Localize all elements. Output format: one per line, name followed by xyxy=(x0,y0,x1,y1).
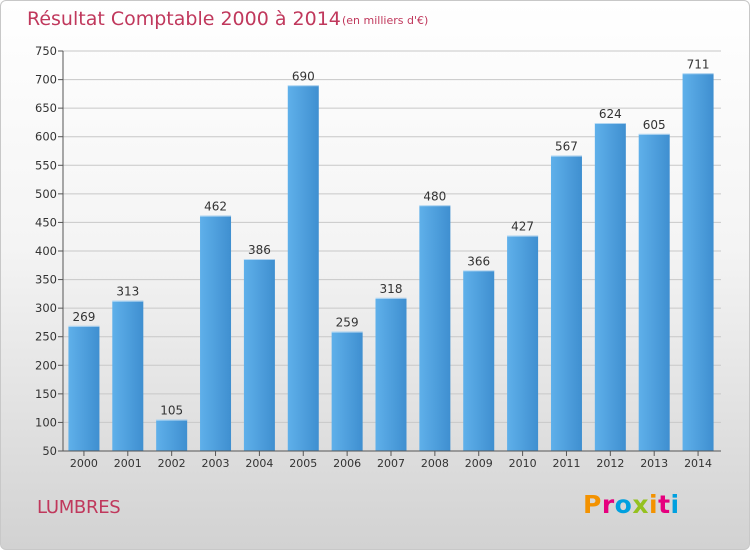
data-label: 605 xyxy=(643,118,666,132)
y-tick-label: 200 xyxy=(35,358,57,372)
y-axis: 50 100 150 200 250 300 350 400 450 500 550 600 650 70… xyxy=(35,44,64,458)
bar xyxy=(200,215,232,451)
y-tick-label: 700 xyxy=(35,73,57,87)
bar xyxy=(594,123,626,451)
x-tick-label: 2001 xyxy=(114,457,142,470)
bar xyxy=(287,85,319,452)
x-tick-label: 2000 xyxy=(70,457,98,470)
data-label: 313 xyxy=(116,285,139,299)
y-tick-label: 500 xyxy=(35,187,57,201)
x-axis: 2000 2001 2002 2003 2004 2005 2006 2007 2008 2009… xyxy=(63,450,721,470)
data-label: 259 xyxy=(336,316,359,330)
y-tick-label: 250 xyxy=(35,330,57,344)
data-label: 105 xyxy=(160,404,183,418)
y-tick-label: 550 xyxy=(35,158,57,172)
x-tick-label: 2008 xyxy=(421,457,449,470)
x-tick-label: 2005 xyxy=(289,457,317,470)
bar xyxy=(375,297,407,451)
chart-title: Résultat Comptable 2000 à 2014 xyxy=(27,8,341,30)
data-labels: 269 313 105 462 386 690 259 318 480 366 427 567 624 6… xyxy=(72,57,709,417)
bars xyxy=(68,73,714,452)
logo-letter: P xyxy=(583,490,602,519)
data-label: 462 xyxy=(204,200,227,214)
x-tick-label: 2002 xyxy=(158,457,186,470)
data-label: 269 xyxy=(72,310,95,324)
data-label: 567 xyxy=(555,140,578,154)
data-label: 318 xyxy=(380,282,403,296)
y-tick-label: 300 xyxy=(35,301,57,315)
bar xyxy=(156,419,188,451)
y-tick-label: 50 xyxy=(42,444,57,458)
x-tick-label: 2010 xyxy=(509,457,537,470)
x-tick-label: 2013 xyxy=(640,457,668,470)
bar xyxy=(507,235,539,451)
logo-letter: i xyxy=(649,490,659,519)
bar xyxy=(112,300,144,451)
y-tick-label: 750 xyxy=(35,44,57,58)
y-tick-label: 100 xyxy=(35,415,57,429)
bar xyxy=(682,73,714,452)
x-tick-label: 2014 xyxy=(684,457,712,470)
logo-letter: r xyxy=(601,490,615,519)
data-label: 690 xyxy=(292,69,315,83)
chart-subtitle: (en milliers d'€) xyxy=(342,14,429,27)
bar xyxy=(550,155,582,452)
y-tick-label: 350 xyxy=(35,273,57,287)
data-label: 386 xyxy=(248,243,271,257)
data-label: 366 xyxy=(467,254,490,268)
x-tick-label: 2003 xyxy=(202,457,230,470)
bar xyxy=(638,133,670,451)
bar xyxy=(68,325,100,451)
logo-letter: o xyxy=(614,490,633,519)
commune-name: LUMBRES xyxy=(37,497,121,518)
logo-letter: x xyxy=(632,490,649,519)
logo-letter: t xyxy=(658,490,671,519)
bar xyxy=(463,270,495,451)
bar xyxy=(243,259,275,451)
y-tick-label: 650 xyxy=(35,101,57,115)
x-tick-label: 2006 xyxy=(333,457,361,470)
x-tick-label: 2009 xyxy=(465,457,493,470)
data-label: 711 xyxy=(687,57,710,71)
x-tick-label: 2012 xyxy=(596,457,624,470)
data-label: 624 xyxy=(599,107,622,121)
bar xyxy=(331,331,363,451)
x-tick-label: 2007 xyxy=(377,457,405,470)
proxiti-logo[interactable]: Proxiti xyxy=(583,490,680,519)
data-label: 480 xyxy=(423,189,446,203)
y-tick-label: 400 xyxy=(35,244,57,258)
logo-letter: i xyxy=(670,490,680,519)
y-tick-label: 600 xyxy=(35,130,57,144)
y-tick-label: 450 xyxy=(35,215,57,229)
y-tick-label: 150 xyxy=(35,387,57,401)
bar xyxy=(419,205,451,451)
x-tick-label: 2011 xyxy=(552,457,580,470)
x-tick-label: 2004 xyxy=(245,457,273,470)
data-label: 427 xyxy=(511,220,534,234)
